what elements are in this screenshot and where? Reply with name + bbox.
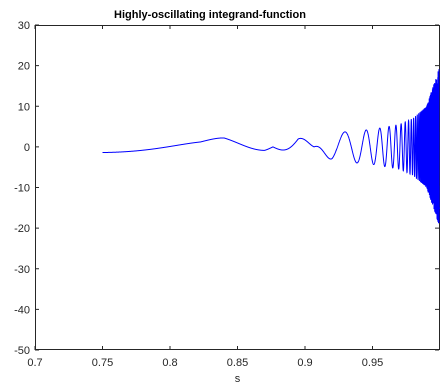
- plot-box: [35, 25, 440, 350]
- x-tick-label: 0.9: [297, 357, 312, 369]
- y-tick-label: -10: [14, 183, 30, 195]
- axis-ticks: 0.7 0.75 0.8 0.85 0.9 0.95 30 20 10 0 -10 -20 -30 -40…: [14, 20, 439, 369]
- x-tick-label: 0.8: [162, 357, 177, 369]
- y-tick-label: -30: [14, 264, 30, 276]
- y-tick-label: 0: [24, 142, 30, 154]
- y-tick-label: -50: [14, 345, 30, 357]
- x-tick-label: 0.85: [227, 357, 248, 369]
- x-axis-label: s: [235, 373, 241, 385]
- x-tick-label: 0.95: [362, 357, 383, 369]
- chart-title: Highly-oscillating integrand-function: [114, 9, 306, 21]
- y-tick-label: 10: [18, 101, 30, 113]
- x-tick-label: 0.7: [27, 357, 42, 369]
- x-tick-label: 0.75: [92, 357, 113, 369]
- series-line: [102, 69, 440, 224]
- series-lines: [102, 69, 440, 224]
- plot-area: [35, 25, 440, 350]
- y-tick-label: -20: [14, 223, 30, 235]
- y-tick-label: 30: [18, 20, 30, 32]
- y-tick-label: -40: [14, 304, 30, 316]
- y-tick-label: 20: [18, 61, 30, 73]
